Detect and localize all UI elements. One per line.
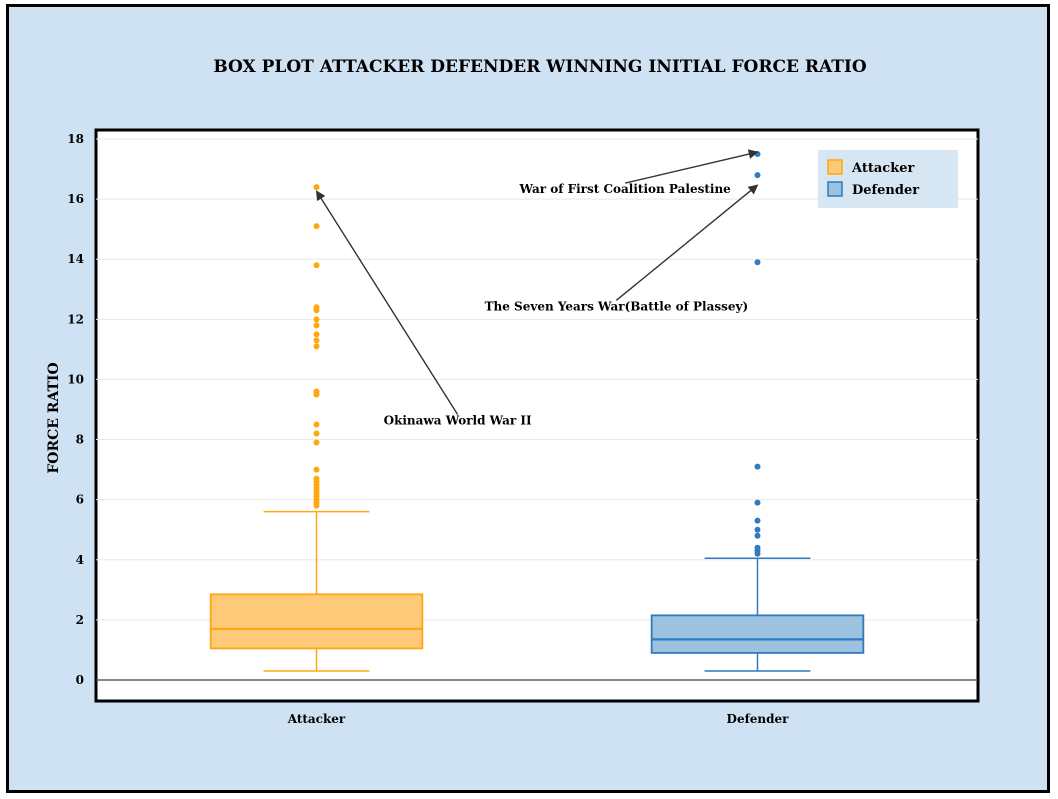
box-defender <box>650 151 865 672</box>
boxes <box>209 151 865 672</box>
annotation-label: Okinawa World War II <box>384 414 532 428</box>
legend-label: Defender <box>852 183 919 198</box>
outlier-point <box>313 322 320 329</box>
outlier-point <box>313 466 320 473</box>
y-tick-label: 0 <box>76 673 84 687</box>
outlier-point <box>754 463 761 470</box>
annotations: Okinawa World War II War of First Coaliti… <box>315 149 759 428</box>
annotation-arrow <box>315 190 459 415</box>
outlier-point <box>313 223 320 230</box>
y-tick-label: 16 <box>67 192 84 206</box>
y-tick-label: 4 <box>76 553 84 567</box>
y-tick-label: 18 <box>67 132 84 146</box>
outlier-point <box>313 430 320 437</box>
outlier-point <box>313 421 320 428</box>
outlier-point <box>313 304 320 311</box>
outlier-point <box>313 184 320 191</box>
outlier-point <box>313 316 320 323</box>
y-tick-label: 2 <box>76 613 84 627</box>
outlier-point <box>313 337 320 344</box>
annotation-label: War of First Coalition Palestine <box>519 182 732 196</box>
outlier-point <box>313 343 320 350</box>
chart-title: BOX PLOT ATTACKER DEFENDER WINNING INITI… <box>213 57 867 77</box>
outlier-point <box>754 517 761 524</box>
y-tick-label: 14 <box>67 252 84 266</box>
legend-box <box>818 150 958 208</box>
y-tick-label: 8 <box>76 433 84 447</box>
legend-swatch <box>827 181 843 197</box>
outlier-point <box>313 439 320 446</box>
y-axis-label: FORCE RATIO <box>46 362 62 473</box>
x-tick-label: Defender <box>727 712 790 726</box>
y-tick-label: 6 <box>76 493 84 507</box>
annotation-label: The Seven Years War(Battle of Plassey) <box>485 299 749 313</box>
outlier-point <box>313 262 320 269</box>
iqr-box <box>209 593 424 650</box>
outlier-point <box>754 259 761 266</box>
outlier-point <box>313 475 320 482</box>
outlier-point <box>754 544 761 551</box>
outlier-point <box>313 331 320 338</box>
annotation-arrow <box>615 184 759 301</box>
y-tick-label: 10 <box>67 372 84 386</box>
outlier-point <box>754 526 761 533</box>
box-attacker <box>209 184 424 672</box>
outlier-point <box>313 388 320 395</box>
outlier-point <box>754 532 761 539</box>
x-tick-label: Attacker <box>287 712 346 726</box>
outlier-point <box>754 172 761 179</box>
y-tick-label: 12 <box>67 312 84 326</box>
legend-label: Attacker <box>851 161 914 176</box>
axis-ticks: 0 2 4 6 8 10 12 14 16 18 Attacker Defender <box>67 132 789 726</box>
legend-swatch <box>827 159 843 175</box>
annotation-arrow <box>625 149 759 184</box>
iqr-box <box>650 614 865 654</box>
legend: Attacker Defender <box>818 150 958 208</box>
outlier-point <box>754 499 761 506</box>
